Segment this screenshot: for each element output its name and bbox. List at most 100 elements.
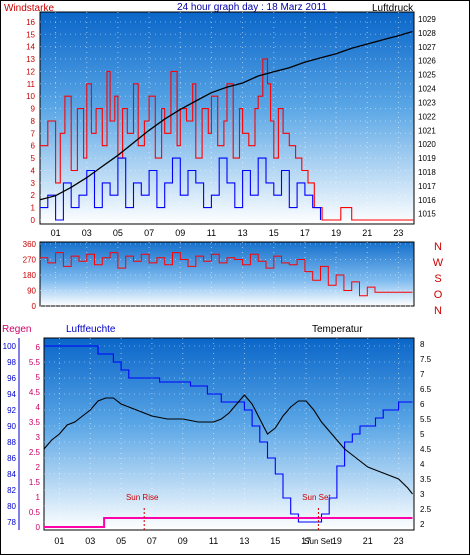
wind-x-tick-label: 01 — [51, 228, 61, 238]
wind-y-tick-label: 4 — [31, 166, 36, 175]
rain-y-tick-label: 4.5 — [29, 388, 41, 397]
direction-plot-area — [39, 241, 415, 307]
wind-y-tick-label: 7 — [31, 129, 36, 138]
compass-label: S — [434, 273, 441, 285]
climate-x-tick-label: 01 — [54, 536, 64, 546]
pressure-y-tick-label: 1028 — [418, 29, 436, 38]
wind-x-tick-label: 03 — [82, 228, 92, 238]
pressure-y-tick-label: 1016 — [418, 196, 436, 205]
direction-y-tick-label: 0 — [32, 302, 37, 311]
temperature-y-tick-label: 4 — [420, 460, 425, 469]
humidity-y-tick-label: 84 — [7, 470, 16, 479]
climate-x-tick-label: 09 — [178, 536, 188, 546]
wind-y-tick-label: 3 — [31, 179, 36, 188]
temperature-y-tick-label: 3 — [420, 490, 425, 499]
temperature-y-tick-label: 3.5 — [420, 475, 432, 484]
rain-y-tick-label: 5 — [36, 373, 41, 382]
pressure-y-tick-label: 1023 — [418, 98, 436, 107]
pressure-y-tick-label: 1026 — [418, 57, 436, 66]
humidity-y-tick-label: 86 — [7, 454, 16, 463]
direction-plot-series — [40, 252, 413, 297]
pressure-y-tick-label: 1017 — [418, 182, 436, 191]
wind-y-tick-label: 1 — [31, 204, 36, 213]
humidity-axis-title: Luftfeuchte — [66, 324, 116, 335]
sun-markers: Sun Rise Sun Set Sun Set — [126, 493, 333, 546]
temperature-axis-title: Temperatur — [312, 324, 363, 335]
temperature-y-tick-label: 5.5 — [420, 415, 432, 424]
climate-x-tick-label: 15 — [270, 536, 280, 546]
climate-x-tick-label: 03 — [85, 536, 95, 546]
pressure-y-tick-label: 1022 — [418, 112, 436, 121]
wind-y-tick-label: 6 — [31, 142, 36, 151]
wind-y-tick-label: 16 — [26, 18, 35, 27]
direction-y-tick-label: 90 — [27, 287, 36, 296]
climate-x-tick-label: 13 — [239, 536, 249, 546]
climate-x-tick-label: 07 — [147, 536, 157, 546]
wind-y-tick-label: 15 — [26, 30, 35, 39]
humidity-y-tick-label: 82 — [7, 486, 16, 495]
pressure-y-tick-label: 1024 — [418, 85, 436, 94]
humidity-series-line — [44, 345, 413, 523]
wind-x-tick-label: 15 — [269, 228, 279, 238]
wind-x-tick-label: 19 — [331, 228, 341, 238]
climate-plot-axes: 01 03 05 07 09 11 13 15 17 19 21 237880828486889092… — [3, 338, 432, 546]
temperature-y-tick-label: 6 — [420, 400, 425, 409]
wind-plot-series — [39, 30, 414, 221]
pressure-y-tick-label: 1029 — [418, 15, 436, 24]
temperature-y-tick-label: 2 — [420, 520, 425, 529]
humidity-y-tick-label: 96 — [7, 374, 16, 383]
rain-y-tick-label: 3.5 — [29, 418, 41, 427]
humidity-y-tick-label: 90 — [7, 422, 16, 431]
rain-series-line — [44, 517, 413, 528]
temperature-y-tick-label: 4.5 — [420, 445, 432, 454]
climate-x-tick-label: 21 — [363, 536, 373, 546]
wind-x-tick-label: 23 — [393, 228, 403, 238]
direction-y-tick-label: 180 — [23, 271, 37, 280]
temperature-y-tick-label: 6.5 — [420, 385, 432, 394]
pressure-y-tick-label: 1027 — [418, 43, 436, 52]
wind-y-tick-label: 9 — [31, 105, 36, 114]
wind-series-line — [40, 58, 414, 221]
gust-series-line — [40, 157, 322, 221]
wind-x-tick-label: 21 — [362, 228, 372, 238]
wind-y-tick-label: 11 — [27, 80, 36, 89]
wind-x-tick-label: 05 — [113, 228, 123, 238]
wind-y-tick-label: 14 — [26, 43, 35, 52]
compass-label: W — [433, 257, 444, 269]
wind-y-tick-label: 0 — [31, 216, 36, 225]
wind-x-tick-label: 09 — [175, 228, 185, 238]
climate-x-tick-label: 19 — [332, 536, 342, 546]
humidity-y-tick-label: 94 — [7, 390, 16, 399]
pressure-y-tick-label: 1025 — [418, 71, 436, 80]
direction-series-line — [40, 252, 413, 297]
pressure-y-tick-label: 1020 — [418, 140, 436, 149]
humidity-y-tick-label: 100 — [3, 342, 17, 351]
pressure-y-tick-label: 1021 — [418, 126, 436, 135]
wind-y-tick-label: 12 — [26, 67, 35, 76]
humidity-y-tick-label: 92 — [7, 406, 16, 415]
compass-label: N — [434, 241, 442, 253]
wind-plot-axes: 01 03 05 07 09 11 13 15 17 19 21 230123456789101112… — [26, 15, 436, 238]
pressure-y-tick-label: 1019 — [418, 154, 436, 163]
temperature-y-tick-label: 2.5 — [420, 505, 432, 514]
rain-y-tick-label: 2.5 — [29, 448, 41, 457]
pressure-series-line — [39, 30, 413, 201]
rain-y-tick-label: 3 — [36, 433, 41, 442]
wind-y-tick-label: 2 — [31, 191, 36, 200]
wind-x-tick-label: 17 — [300, 228, 310, 238]
compass-label: N — [434, 305, 442, 317]
wind-y-tick-label: 13 — [26, 55, 35, 64]
rain-y-tick-label: 4 — [36, 403, 41, 412]
humidity-y-tick-label: 78 — [7, 518, 16, 527]
rain-y-tick-label: 1 — [36, 493, 41, 502]
rain-y-tick-label: 6 — [36, 343, 41, 352]
sun-set-axis-label: Sun Set — [304, 537, 333, 546]
wind-y-tick-label: 8 — [31, 117, 36, 126]
rain-y-tick-label: 0 — [36, 523, 41, 532]
humidity-y-tick-label: 98 — [7, 358, 16, 367]
temperature-y-tick-label: 8 — [420, 340, 425, 349]
wind-x-tick-label: 13 — [238, 228, 248, 238]
rain-axis-title: Regen — [2, 324, 31, 335]
rain-y-tick-label: 0.5 — [29, 508, 41, 517]
wind-x-tick-label: 07 — [144, 228, 154, 238]
